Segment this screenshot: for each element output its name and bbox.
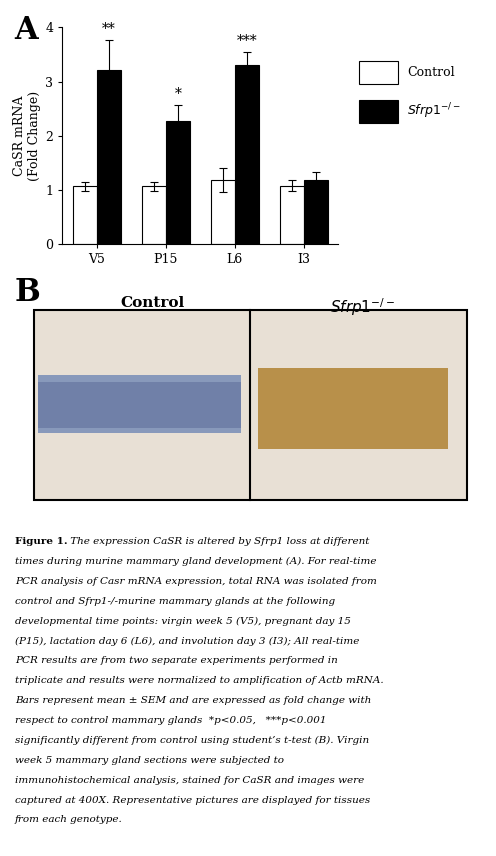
Text: significantly different from control using student’s t-test (B). Virgin: significantly different from control usi… (15, 736, 369, 745)
Text: Figure 1.: Figure 1. (15, 538, 67, 546)
Text: times during murine mammary gland development (A). For real-time: times during murine mammary gland develo… (15, 557, 376, 567)
Text: respect to control mammary glands  *p<0.05,   ***p<0.001: respect to control mammary glands *p<0.0… (15, 716, 326, 725)
FancyBboxPatch shape (39, 375, 241, 432)
Text: Figure 1.: Figure 1. (15, 538, 67, 546)
Text: (P15), lactation day 6 (L6), and involution day 3 (I3); All real-time: (P15), lactation day 6 (L6), and involut… (15, 637, 359, 645)
Text: Bars represent mean ± SEM and are expressed as fold change with: Bars represent mean ± SEM and are expres… (15, 696, 371, 705)
FancyBboxPatch shape (257, 368, 448, 449)
Text: immunohistochemical analysis, stained for CaSR and images were: immunohistochemical analysis, stained fo… (15, 776, 364, 785)
Text: PCR results are from two separate experiments performed in: PCR results are from two separate experi… (15, 657, 337, 665)
Text: week 5 mammary gland sections were subjected to: week 5 mammary gland sections were subje… (15, 756, 284, 764)
Text: control and Sfrp1-/-murine mammary glands at the following: control and Sfrp1-/-murine mammary gland… (15, 597, 335, 606)
FancyBboxPatch shape (39, 382, 241, 428)
Text: from each genotype.: from each genotype. (15, 816, 123, 824)
Text: B: B (15, 277, 41, 308)
Text: The expression CaSR is altered by Sfrp1 loss at different: The expression CaSR is altered by Sfrp1 … (67, 538, 370, 546)
Text: captured at 400X. Representative pictures are displayed for tissues: captured at 400X. Representative picture… (15, 795, 370, 805)
Text: triplicate and results were normalized to amplification of Actb mRNA.: triplicate and results were normalized t… (15, 676, 383, 686)
FancyBboxPatch shape (255, 310, 457, 500)
Text: PCR analysis of Casr mRNA expression, total RNA was isolated from: PCR analysis of Casr mRNA expression, to… (15, 577, 376, 586)
Bar (34, 310, 467, 500)
FancyBboxPatch shape (39, 310, 241, 500)
Text: developmental time points: virgin week 5 (V5), pregnant day 15: developmental time points: virgin week 5… (15, 617, 351, 626)
Text: $\it{Sfrp1}^{-/-}$: $\it{Sfrp1}^{-/-}$ (330, 296, 395, 318)
Text: Control: Control (121, 296, 185, 310)
Text: A: A (15, 15, 38, 46)
